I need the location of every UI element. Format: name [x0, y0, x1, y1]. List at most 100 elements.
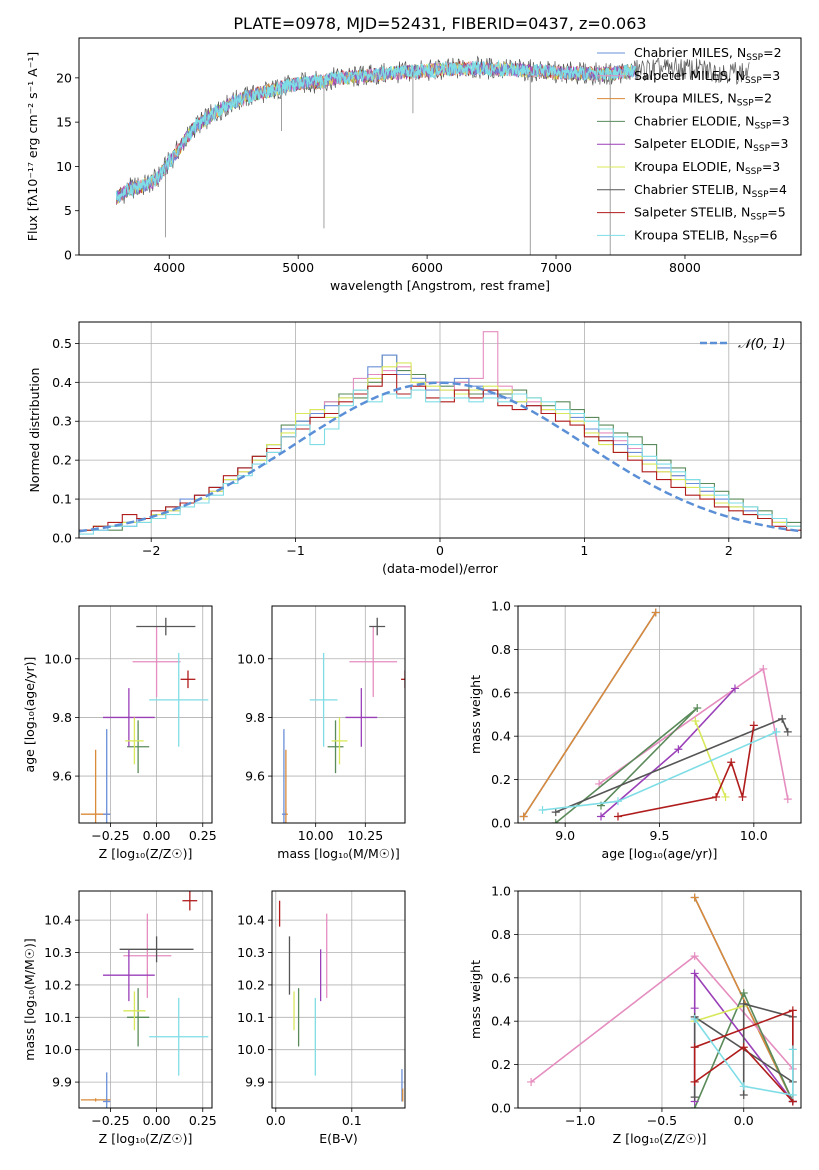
x-axis-label: E(B-V): [319, 1131, 358, 1146]
errorbar-kroupa_miles: [80, 1098, 111, 1102]
y-tick-label: 10.0: [237, 651, 265, 666]
weight-marker: [749, 721, 758, 730]
weight-marker: [651, 608, 660, 617]
axes-frame: [271, 890, 406, 1109]
legend-label-chabrier_miles: Chabrier MILES, NSSP=2: [634, 45, 782, 63]
y-tick-label: 0.2: [491, 1057, 511, 1072]
histograms: [79, 331, 801, 535]
legend-label-text: Salpeter STELIB, N: [634, 205, 750, 220]
errorbar-chabrier_elodie: [127, 988, 150, 1047]
legend-subscript: SSP: [742, 235, 759, 245]
weight-marker: [674, 745, 683, 754]
spectrum-line-chabrier_miles: [116, 60, 636, 204]
figure-title: PLATE=0978, MJD=52431, FIBERID=0437, z=0…: [233, 14, 646, 33]
weight-marker: [788, 1090, 797, 1099]
weight-marker: [778, 714, 787, 723]
x-tick-label: 5000: [282, 260, 314, 275]
legend-subscript: SSP: [753, 144, 770, 154]
spectrum-line-kroupa_stelib: [115, 59, 637, 202]
weight-marker: [739, 1090, 748, 1099]
y-axis-label: Normed distribution: [27, 368, 42, 493]
weight-marker: [551, 819, 560, 823]
legend-subscript: SSP: [745, 167, 762, 177]
histogram-kroupa_stelib: [79, 389, 801, 535]
weight-line-kroupa_elodie: [694, 720, 727, 798]
legend-label-text: Chabrier STELIB, N: [634, 182, 752, 197]
weight-marker: [712, 792, 721, 801]
x-axis-label: (data-model)/error: [382, 561, 499, 576]
errorbar-salpeter_miles: [123, 913, 172, 998]
x-tick-label: 0.1: [342, 1113, 362, 1128]
y-tick-label: 20: [56, 70, 72, 85]
x-tick-label: 2: [725, 543, 733, 558]
axes-frame: [517, 605, 802, 824]
legend-label-normal: 𝒩(0, 1): [738, 337, 785, 352]
weight-marker: [788, 1006, 797, 1015]
weight-marker: [690, 969, 699, 978]
x-tick-label: −2: [142, 543, 160, 558]
legend-label-kroupa_stelib: Kroupa STELIB, NSSP=6: [634, 227, 778, 245]
y-tick-label: 10.0: [44, 651, 72, 666]
x-tick-label: 10.25: [347, 828, 383, 843]
x-tick-label: 1: [580, 543, 588, 558]
axes-frame: [271, 605, 406, 824]
x-tick-label: −0.25: [91, 828, 129, 843]
y-tick-label: 10.0: [237, 1042, 265, 1057]
y-tick-label: 9.6: [245, 769, 265, 784]
errorbar-chabrier_miles: [281, 729, 286, 823]
errorbar-salpeter_miles: [132, 626, 181, 697]
errorbar-salpeter_stelib: [180, 670, 196, 689]
panel-age_vs_Z: −0.25 0.00 0.25 9.6 9.8 10.0 Z [log₁₀(Z/Z☉)] ag…: [22, 605, 217, 861]
legend-subscript: SSP: [754, 121, 771, 131]
legend-label-kroupa_miles: Kroupa MILES, NSSP=2: [634, 91, 772, 109]
y-tick-label: 15: [56, 115, 72, 130]
weight-marker: [759, 664, 768, 673]
x-axis-label: mass [log₁₀(M/M☉)]: [277, 846, 399, 861]
weight-marker: [691, 717, 700, 726]
panel-age_vs_mass: 10.00 10.25 9.6 9.8 10.0 mass [log₁₀(M/M☉)]: [237, 605, 406, 861]
errorbar-kroupa_elodie: [331, 717, 348, 765]
y-axis-label: mass weight: [468, 675, 483, 754]
x-tick-label: 10.0: [740, 828, 768, 843]
normal-curve: [79, 381, 801, 533]
x-tick-label: 0.00: [143, 828, 171, 843]
y-tick-label: 9.8: [52, 710, 72, 725]
legend-subscript: SSP: [752, 190, 769, 200]
weight-marker: [739, 988, 748, 997]
errorbar-chabrier_elodie: [327, 720, 344, 774]
y-tick-label: 10.3: [237, 945, 265, 960]
x-tick-label: −1.0: [565, 1113, 595, 1128]
legend-count: =3: [762, 159, 780, 174]
y-tick-label: 0.4: [491, 729, 511, 744]
weight-marker: [613, 812, 622, 821]
legend-count: =5: [767, 205, 785, 220]
y-tick-label: 0.0: [491, 1101, 511, 1116]
legend-subscript: SSP: [746, 53, 763, 63]
x-axis-label: Z [log₁₀(Z/Z☉)]: [99, 1131, 193, 1146]
legend-label-salpeter_elodie: Salpeter ELODIE, NSSP=3: [634, 136, 788, 154]
spectrum-legend: Chabrier MILES, NSSP=2 Salpeter MILES, NS…: [597, 45, 790, 245]
weight-marker: [595, 779, 604, 788]
errorbar-salpeter_stelib: [401, 670, 405, 689]
y-tick-label: 0.0: [52, 531, 72, 546]
legend-count: =6: [759, 227, 777, 242]
legend-label-salpeter_miles: Salpeter MILES, NSSP=3: [634, 68, 780, 86]
panel-mass_vs_Z: −0.25 0.00 0.25 9.9 10.0 10.1 10.2 10.3 10.4 Z [l…: [22, 890, 217, 1146]
y-tick-label: 0.6: [491, 685, 511, 700]
weight-marker: [772, 727, 781, 736]
errorbar-salpeter_elodie: [103, 688, 155, 747]
errorbars: [80, 617, 209, 823]
y-axis-label: mass [log₁₀(M/M☉)]: [22, 938, 37, 1060]
errorbar-chabrier_elodie: [127, 720, 150, 774]
legend-label-chabrier_stelib: Chabrier STELIB, NSSP=4: [634, 182, 787, 200]
x-tick-label: 0.25: [189, 828, 217, 843]
weight-marker: [613, 797, 622, 806]
y-axis-label: age [log₁₀(age/yr)]: [22, 657, 37, 773]
errorbar-salpeter_elodie: [345, 688, 378, 747]
legend-label-text: Kroupa STELIB, N: [634, 227, 742, 242]
panel-mass_vs_ebv: 0.0 0.1 9.9 10.0 10.1 10.2 10.3 10.4 E(B-V): [237, 890, 406, 1146]
errorbar-salpeter_elodie: [103, 949, 155, 1002]
y-tick-label: 0.2: [52, 453, 72, 468]
legend-label-salpeter_stelib: Salpeter STELIB, NSSP=5: [634, 205, 786, 223]
